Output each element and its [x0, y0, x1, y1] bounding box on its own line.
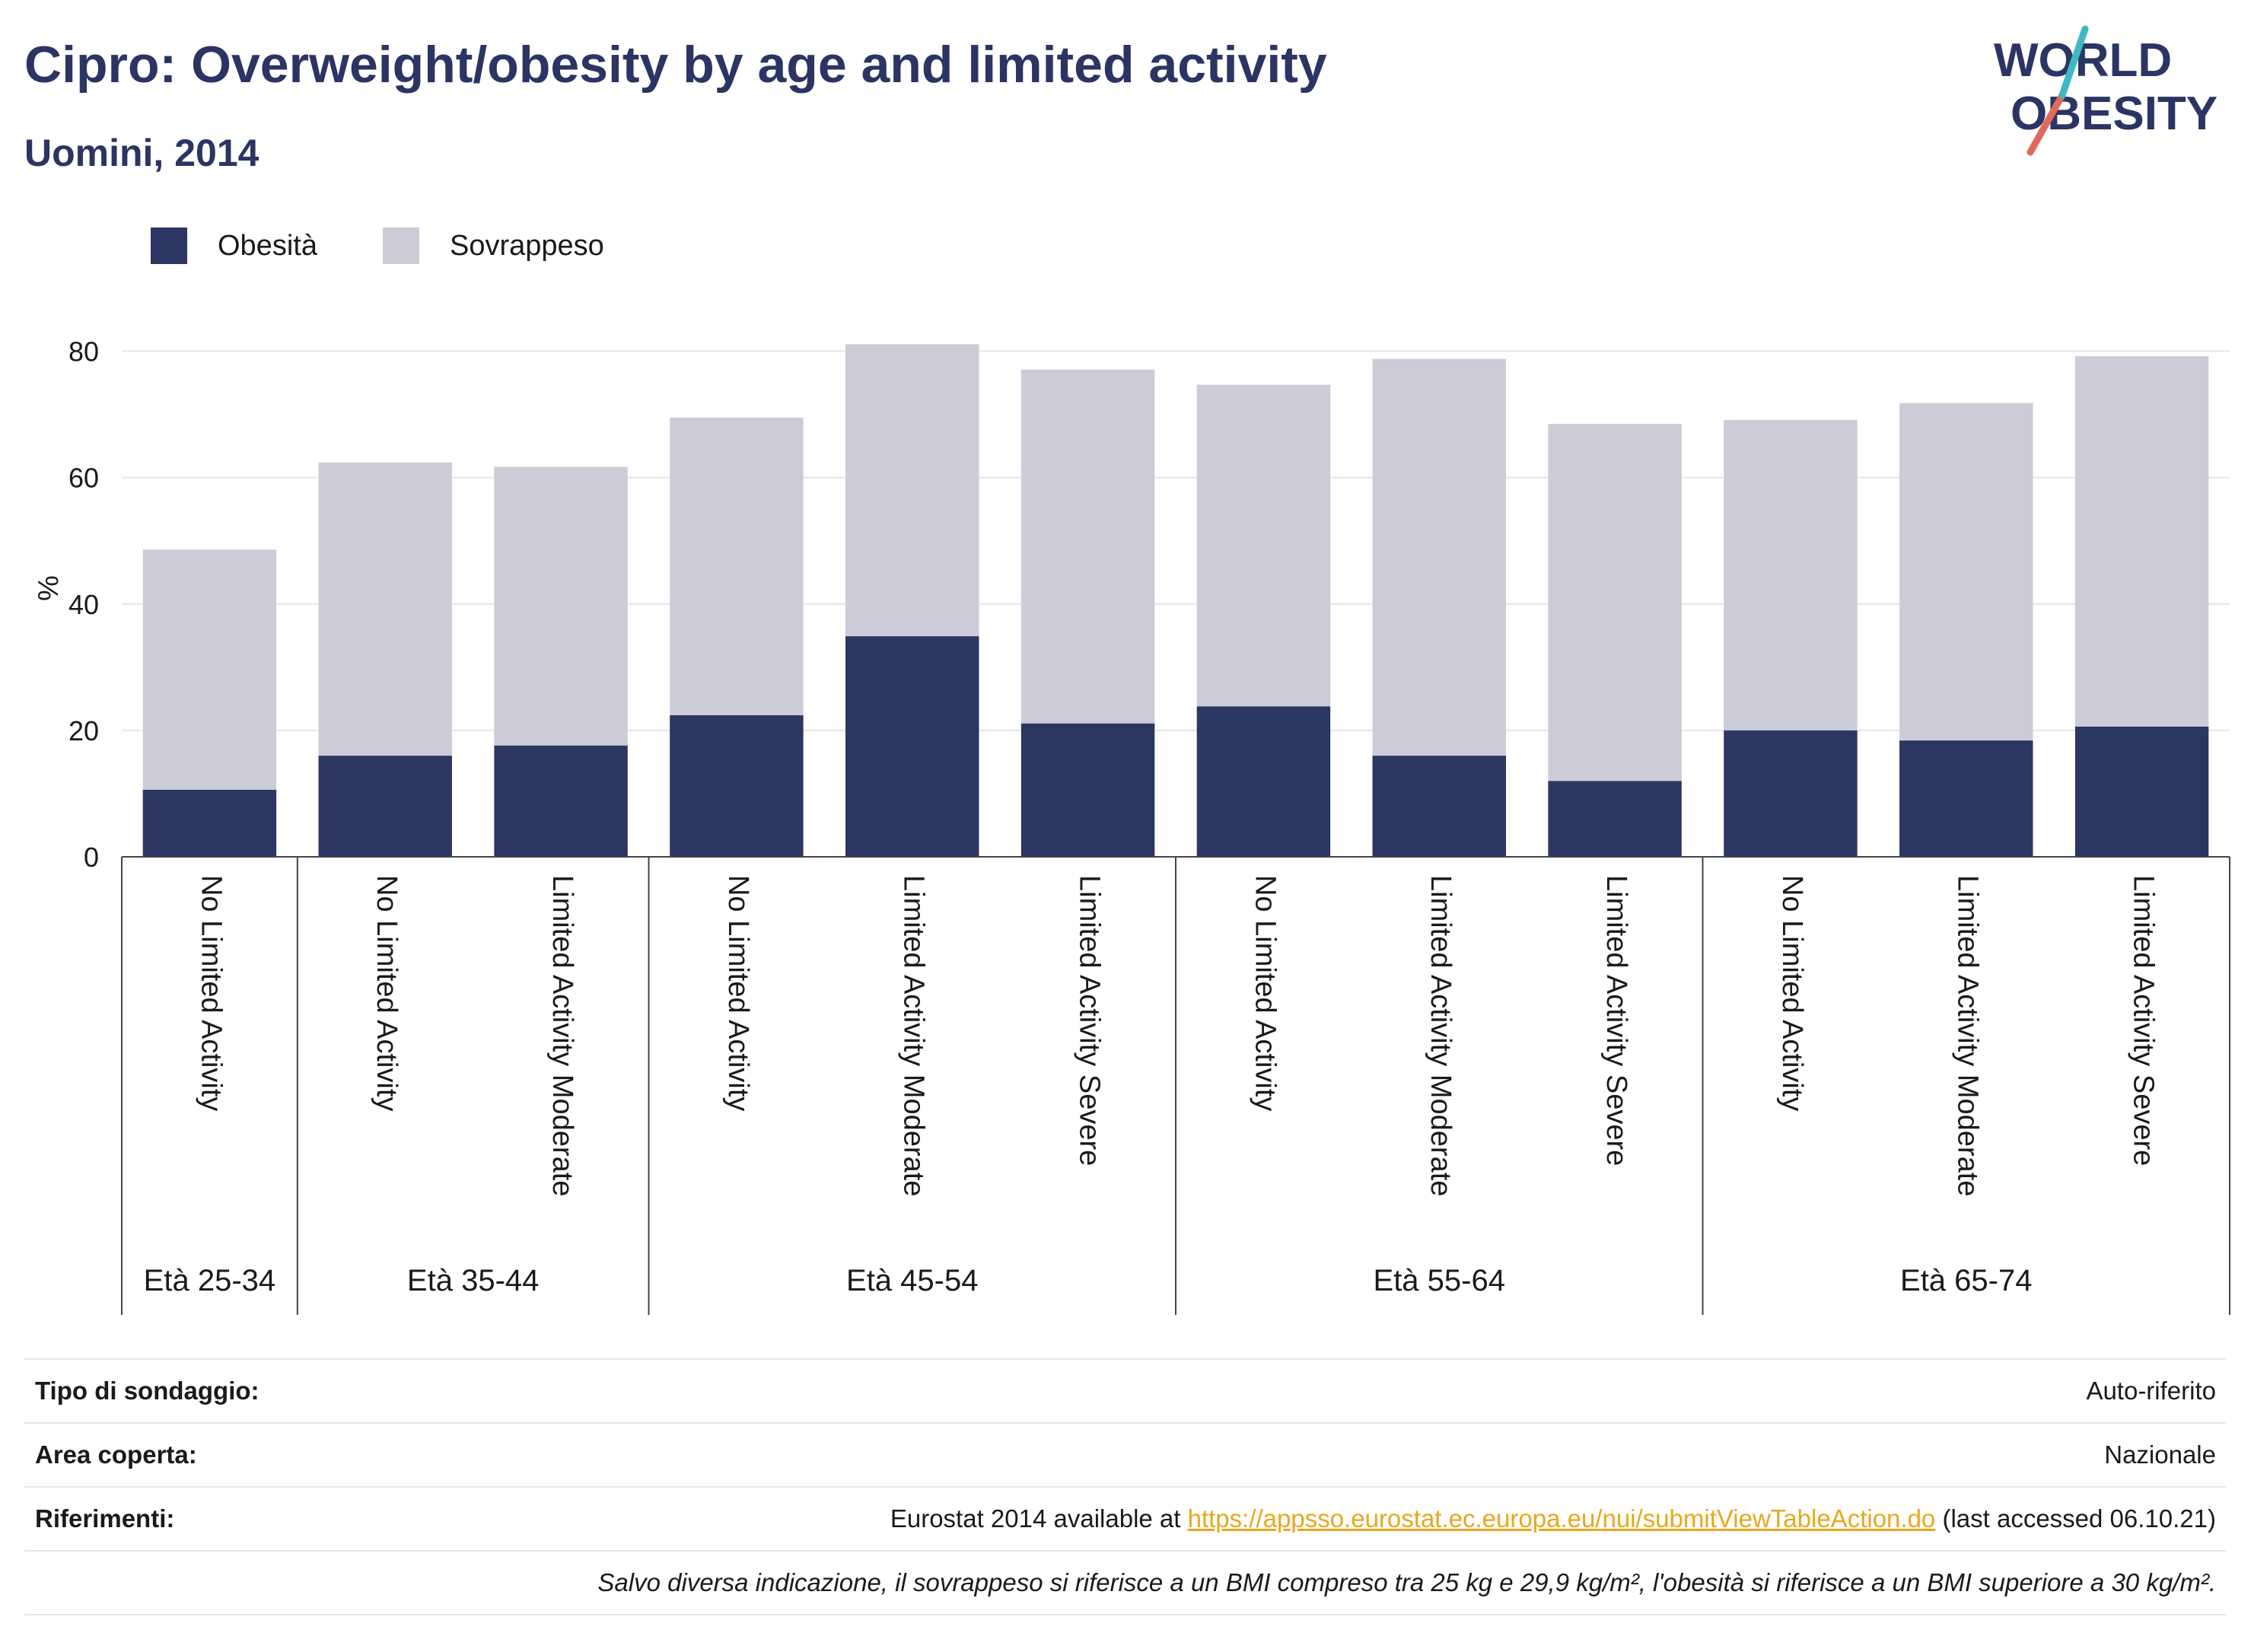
- x-category-label: Limited Activity Severe: [1074, 875, 1106, 1166]
- bar-obesity: [1724, 730, 1858, 857]
- x-category-label: Limited Activity Severe: [1600, 875, 1632, 1166]
- bar-overweight: [142, 549, 277, 790]
- logo-slash-teal: [2058, 25, 2089, 99]
- legend-item-obesity[interactable]: Obesità: [151, 228, 317, 264]
- bar-obesity: [494, 745, 628, 857]
- chart-legend: Obesità Sovrappeso: [151, 225, 670, 266]
- x-category-label: Limited Activity Moderate: [898, 875, 930, 1196]
- x-group-label: Età 55-64: [1374, 1264, 1505, 1297]
- x-group-label: Età 65-74: [1900, 1264, 2032, 1297]
- survey-value: Auto-riferito: [2086, 1377, 2216, 1405]
- footer-table: Tipo di sondaggio: Auto-riferito Area co…: [24, 1358, 2227, 1615]
- x-category-label: Limited Activity Moderate: [1425, 875, 1457, 1196]
- bar-overweight: [1724, 420, 1858, 731]
- references-suffix: (last accessed 06.10.21): [1935, 1504, 2216, 1533]
- bar-overweight: [1548, 424, 1682, 781]
- bar-overweight: [1899, 403, 2033, 741]
- references-label: Riferimenti:: [35, 1504, 175, 1533]
- bar-overweight: [1196, 384, 1331, 707]
- x-category-label: No Limited Activity: [195, 875, 227, 1111]
- footer-row-area: Area coperta: Nazionale: [24, 1422, 2227, 1486]
- y-tick-label: 20: [68, 715, 99, 746]
- footer-row-note: Salvo diversa indicazione, il sovrappeso…: [24, 1550, 2227, 1615]
- bmi-note: Salvo diversa indicazione, il sovrappeso…: [597, 1568, 2216, 1596]
- legend-label-obesity: Obesità: [218, 229, 317, 262]
- bar-overweight: [2074, 356, 2209, 727]
- y-tick-label: 80: [68, 336, 99, 368]
- x-group-label: Età 45-54: [846, 1264, 978, 1297]
- x-group-label: Età 35-44: [407, 1264, 539, 1297]
- x-category-label: Limited Activity Severe: [2128, 875, 2160, 1166]
- footer-row-references: Riferimenti: Eurostat 2014 available at …: [24, 1486, 2227, 1550]
- world-obesity-logo: WORLD OBESITY: [1994, 25, 2218, 156]
- x-category-label: No Limited Activity: [371, 875, 403, 1111]
- bar-obesity: [845, 636, 979, 857]
- bar-overweight: [670, 417, 804, 715]
- x-category-label: No Limited Activity: [1249, 875, 1281, 1111]
- bar-overweight: [1372, 358, 1506, 756]
- x-category-label: No Limited Activity: [1776, 875, 1808, 1111]
- area-value: Nazionale: [2104, 1440, 2216, 1469]
- legend-swatch-overweight: [382, 228, 419, 264]
- x-group-label: Età 25-34: [144, 1264, 275, 1297]
- references-link[interactable]: https://appsso.eurostat.ec.europa.eu/nui…: [1187, 1504, 1936, 1533]
- legend-swatch-obesity: [151, 228, 187, 264]
- chart-subtitle: Uomini, 2014: [24, 132, 259, 174]
- chart-title: Cipro: Overweight/obesity by age and lim…: [24, 36, 1327, 94]
- footer-row-survey: Tipo di sondaggio: Auto-riferito: [24, 1358, 2227, 1422]
- bar-overweight: [494, 466, 628, 746]
- y-axis-label: %: [33, 575, 65, 601]
- y-tick-label: 40: [68, 589, 99, 620]
- survey-label: Tipo di sondaggio:: [35, 1377, 259, 1405]
- y-tick-label: 60: [68, 463, 99, 494]
- bar-obesity: [1548, 781, 1682, 857]
- bar-obesity: [670, 715, 804, 857]
- references-value: Eurostat 2014 available at https://appss…: [890, 1504, 2216, 1533]
- x-category-label: Limited Activity Moderate: [1952, 875, 1984, 1196]
- bar-chart: 0 20 40 60 80% No Limited Activity No Limited …: [33, 336, 2230, 1315]
- bar-obesity: [1196, 706, 1331, 857]
- logo-slash-red: [2027, 91, 2066, 156]
- bar-obesity: [1020, 723, 1155, 857]
- bar-obesity: [142, 789, 277, 857]
- area-label: Area coperta:: [35, 1440, 197, 1469]
- bar-obesity: [318, 756, 452, 857]
- x-category-label: Limited Activity Moderate: [546, 875, 578, 1196]
- y-tick-label: 0: [84, 842, 99, 873]
- bar-obesity: [1372, 756, 1506, 857]
- x-category-label: No Limited Activity: [722, 875, 754, 1111]
- bar-overweight: [1020, 369, 1155, 724]
- references-prefix: Eurostat 2014 available at: [890, 1504, 1188, 1533]
- bar-obesity: [1899, 740, 2033, 857]
- bar-overweight: [845, 344, 979, 637]
- bar-obesity: [2074, 726, 2209, 857]
- legend-item-overweight[interactable]: Sovrappeso: [382, 228, 604, 264]
- bar-overweight: [318, 462, 452, 756]
- legend-label-overweight: Sovrappeso: [449, 229, 604, 262]
